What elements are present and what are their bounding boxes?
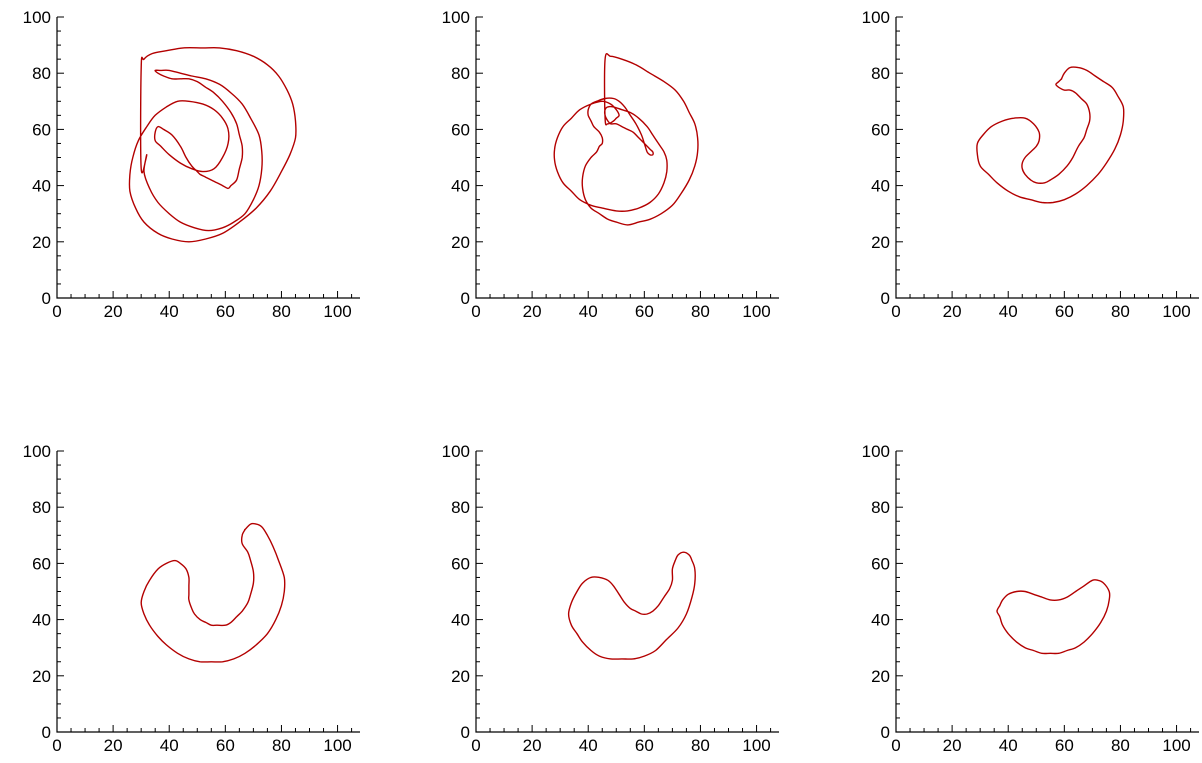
y-tick-label: 80 <box>871 498 890 517</box>
interface-curve <box>140 522 286 663</box>
interface-curve <box>996 579 1111 655</box>
x-tick-label: 100 <box>323 302 351 321</box>
x-tick-label: 40 <box>160 302 179 321</box>
y-tick-label: 0 <box>42 289 51 308</box>
y-tick-label: 60 <box>32 554 51 573</box>
y-tick-label: 80 <box>451 498 470 517</box>
x-tick-label: 0 <box>471 302 480 321</box>
x-tick-label: 80 <box>691 302 710 321</box>
panel-6: 0 20 40 60 80 100 0 20 40 60 80 100 <box>862 442 1199 755</box>
interface-curve <box>976 66 1125 204</box>
panel-5: 0 20 40 60 80 100 0 20 40 60 80 100 <box>442 442 779 755</box>
y-tick-label: 60 <box>451 120 470 139</box>
x-tick-label: 40 <box>579 302 598 321</box>
y-tick-label: 0 <box>461 289 470 308</box>
panel-4: 0 20 40 60 80 100 0 20 40 60 80 100 <box>23 442 360 755</box>
x-tick-label: 20 <box>523 736 542 755</box>
x-tick-label: 100 <box>1162 302 1190 321</box>
x-tick-label: 0 <box>471 736 480 755</box>
y-tick-label: 100 <box>442 8 470 27</box>
y-tick-label: 100 <box>23 442 51 461</box>
x-tick-label: 60 <box>1055 302 1074 321</box>
axis-lines <box>895 451 1199 733</box>
y-tick-label: 0 <box>881 723 890 742</box>
y-tick-label: 20 <box>871 667 890 686</box>
y-tick-label: 60 <box>32 120 51 139</box>
y-tick-label: 60 <box>871 120 890 139</box>
x-tick-label: 60 <box>635 736 654 755</box>
y-tick-label: 40 <box>871 177 890 196</box>
y-tick-label: 40 <box>451 177 470 196</box>
axis-lines <box>475 17 779 299</box>
y-tick-label: 20 <box>32 667 51 686</box>
y-tick-label: 100 <box>23 8 51 27</box>
panel-1: 0 20 40 60 80 100 0 20 40 60 80 100 <box>23 8 360 321</box>
y-tick-label: 60 <box>871 554 890 573</box>
y-tick-label: 40 <box>871 611 890 630</box>
x-tick-label: 100 <box>323 736 351 755</box>
x-tick-label: 80 <box>1111 736 1130 755</box>
panel-3: 0 20 40 60 80 100 0 20 40 60 80 100 <box>862 8 1199 321</box>
panel-2: 0 20 40 60 80 100 0 20 40 60 80 100 <box>442 8 779 321</box>
y-tick-label: 100 <box>862 8 890 27</box>
x-tick-label: 40 <box>160 736 179 755</box>
y-tick-label: 40 <box>32 177 51 196</box>
x-tick-label: 80 <box>691 736 710 755</box>
x-tick-label: 100 <box>1162 736 1190 755</box>
x-tick-label: 0 <box>52 302 61 321</box>
x-tick-label: 100 <box>742 736 770 755</box>
x-tick-label: 80 <box>272 302 291 321</box>
y-tick-label: 100 <box>442 442 470 461</box>
y-tick-label: 0 <box>881 289 890 308</box>
y-tick-label: 0 <box>42 723 51 742</box>
axis-lines <box>475 451 779 733</box>
axis-lines <box>895 17 1199 299</box>
x-tick-label: 20 <box>104 736 123 755</box>
y-tick-label: 40 <box>32 611 51 630</box>
y-tick-label: 80 <box>32 64 51 83</box>
x-tick-label: 80 <box>272 736 291 755</box>
x-tick-label: 20 <box>943 302 962 321</box>
interface-curve <box>553 53 699 226</box>
x-tick-label: 60 <box>216 736 235 755</box>
x-tick-label: 40 <box>999 736 1018 755</box>
x-tick-label: 80 <box>1111 302 1130 321</box>
x-tick-label: 40 <box>999 302 1018 321</box>
y-tick-label: 60 <box>451 554 470 573</box>
x-tick-label: 0 <box>52 736 61 755</box>
x-tick-label: 40 <box>579 736 598 755</box>
x-tick-label: 60 <box>635 302 654 321</box>
y-tick-label: 20 <box>32 233 51 252</box>
x-tick-label: 0 <box>891 736 900 755</box>
y-tick-label: 20 <box>871 233 890 252</box>
y-tick-label: 80 <box>871 64 890 83</box>
y-tick-label: 80 <box>451 64 470 83</box>
y-tick-label: 20 <box>451 667 470 686</box>
x-tick-label: 100 <box>742 302 770 321</box>
y-tick-label: 20 <box>451 233 470 252</box>
y-tick-label: 80 <box>32 498 51 517</box>
x-tick-label: 0 <box>891 302 900 321</box>
x-tick-label: 20 <box>523 302 542 321</box>
y-tick-label: 0 <box>461 723 470 742</box>
x-tick-label: 60 <box>1055 736 1074 755</box>
y-tick-label: 40 <box>451 611 470 630</box>
x-tick-label: 20 <box>104 302 123 321</box>
x-tick-label: 60 <box>216 302 235 321</box>
axis-lines <box>56 17 360 299</box>
interface-curve <box>567 551 696 660</box>
y-tick-label: 100 <box>862 442 890 461</box>
interface-curve <box>128 46 297 243</box>
x-tick-label: 20 <box>943 736 962 755</box>
axis-lines <box>56 451 360 733</box>
